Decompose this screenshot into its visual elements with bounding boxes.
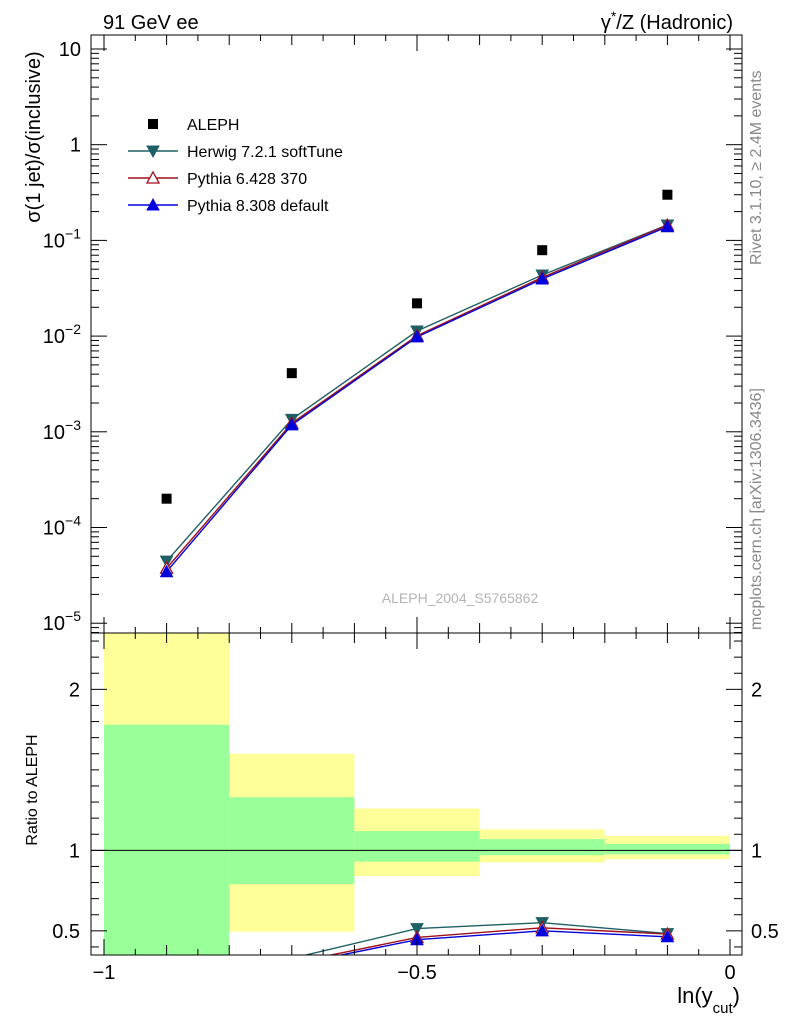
y-tick-label: 10−1 [43,225,81,252]
ratio-y-tick-label-left: 2 [69,679,80,701]
ratio-y-axis-label: Ratio to ALEPH [24,734,41,845]
ratio-series-group [302,917,675,955]
ratio-y-tick-label-right: 2 [751,679,762,701]
legend-marker-data [148,119,158,129]
band-inner [479,839,605,856]
x-tick-label: −0.5 [397,962,436,984]
x-tick-label: 0 [724,962,735,984]
y-tick-label: 10−3 [43,417,81,444]
x-axis-label: ln(ycut) [677,983,740,1017]
point-pythia8 [535,271,550,285]
main-series-group [159,189,675,578]
point-data [412,298,422,309]
ratio-uncertainty-bands [104,633,730,955]
y-tick-label: 10−5 [43,608,81,635]
ratio-axis-ticks [91,633,742,955]
legend-label-herwig: Herwig 7.2.1 softTune [187,144,343,161]
ratio-y-tick-label-right: 1 [751,840,762,862]
y-tick-label: 10 [59,39,81,61]
ratio-series-clip [302,917,675,955]
ratio-point-pythia8 [660,929,675,943]
point-pythia8 [660,219,675,233]
analysis-watermark: ALEPH_2004_S5765862 [382,590,539,606]
point-data [161,493,172,504]
ratio-tick-labels: 0.5 0.5 1 1 2 2 −1 −0.5 0 [52,679,779,984]
main-plot-panel: 10−5 10−4 10−3 10−2 10−1 1 10 ALEPH_2004_S5765… [43,34,743,635]
ratio-point-pythia8 [535,923,550,937]
y-tick-label: 10−2 [43,321,81,348]
legend-label-pythia6: Pythia 6.428 370 [187,171,307,188]
series-line-pythia8 [166,226,668,573]
chart-title-right: γ*/Z (Hadronic) [601,8,733,34]
point-pythia8 [284,417,299,431]
legend-marker-herwig [146,145,160,159]
ratio-point-herwig [410,923,424,936]
mcplots-label: mcplots.cern.ch [arXiv:1306.3436] [748,388,765,630]
main-y-tick-labels: 10−5 10−4 10−3 10−2 10−1 1 10 [43,39,81,635]
rivet-version-label: Rivet 3.1.10, ≥ 2.4M events [748,70,765,265]
ratio-y-tick-label-right: 0.5 [751,921,779,943]
y-tick-label: 10−4 [43,512,81,539]
legend-marker-pythia6 [145,170,161,184]
legend-marker-pythia8 [146,197,160,211]
main-y-axis-label: σ(1 jet)/σ(inclusive) [23,51,45,222]
point-data [286,368,297,379]
chart-title-left: 91 GeV ee [103,12,199,34]
ratio-plot-panel: 0.5 0.5 1 1 2 2 −1 −0.5 0 [52,632,779,984]
band-inner [604,843,730,855]
y-tick-label: 1 [70,135,81,157]
band-inner [104,724,230,955]
point-data [537,245,548,256]
legend-label-pythia8: Pythia 8.308 default [187,198,329,215]
ratio-y-tick-label-left: 1 [69,840,80,862]
series-line-pythia6 [166,224,668,569]
main-axis-ticks [91,35,742,633]
series-line-herwig [166,224,668,562]
legend: ALEPH Herwig 7.2.1 softTune Pythia 6.428 3… [128,117,343,215]
legend-label-data: ALEPH [187,117,239,134]
band-inner [354,831,480,862]
point-pythia8 [410,329,424,343]
ratio-y-tick-label-left: 0.5 [52,921,80,943]
point-pythia8 [159,564,174,578]
point-data [662,189,673,200]
x-tick-label: −1 [93,962,116,984]
band-inner [229,797,355,885]
